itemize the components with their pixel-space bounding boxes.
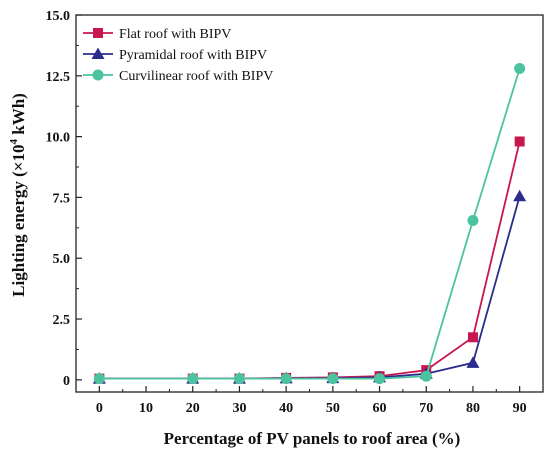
data-point: [513, 189, 527, 202]
series-line: [99, 68, 521, 380]
legend-marker: [92, 69, 104, 81]
data-point: [466, 356, 480, 368]
series-line: [99, 141, 521, 380]
legend-marker: [93, 28, 103, 38]
legend-label: Flat roof with BIPV: [119, 27, 231, 42]
y-tick-label: 10.0: [46, 131, 71, 146]
y-tick-label: 7.5: [53, 191, 71, 206]
y-tick-label: 5.0: [53, 252, 71, 267]
data-point: [467, 332, 478, 343]
y-axis-title-suffix: kWh): [9, 93, 28, 139]
legend-label: Pyramidal roof with BIPV: [119, 48, 267, 63]
x-tick-label: 80: [466, 401, 480, 416]
y-tick-label: 12.5: [46, 70, 71, 85]
data-point: [327, 373, 339, 385]
data-point: [514, 136, 525, 147]
x-tick-label: 30: [232, 401, 246, 416]
legend-label: Curvilinear roof with BIPV: [119, 69, 273, 84]
legend: Flat roof with BIPV Pyramidal roof with B…: [83, 27, 273, 84]
data-point: [467, 215, 479, 227]
series-layer: [92, 63, 527, 385]
x-tick-label: 50: [326, 401, 340, 416]
x-tick-label: 70: [419, 401, 433, 416]
data-point: [374, 373, 386, 385]
x-tick-label: 0: [96, 401, 103, 416]
x-tick-label: 40: [279, 401, 293, 416]
y-tick-label: 2.5: [53, 313, 71, 328]
data-point: [187, 373, 199, 385]
axes-layer: 0 10 20 30 40 50 60 70 80 90 0 2.5 5.0 7.5 10.0 12.5 15.…: [46, 9, 544, 416]
legend-marker: [91, 47, 105, 59]
y-axis-title: Lighting energy (×104 kWh): [8, 93, 28, 297]
series-line: [99, 195, 521, 380]
series-1: [92, 189, 527, 384]
y-tick-label: 15.0: [46, 9, 71, 24]
x-tick-label: 90: [513, 401, 527, 416]
data-point: [93, 373, 105, 385]
x-tick-label: 10: [139, 401, 153, 416]
y-axis-title-prefix: Lighting energy (×10: [9, 145, 28, 297]
data-point: [420, 370, 432, 382]
x-axis-title: Percentage of PV panels to roof area (%): [164, 429, 461, 448]
series-0: [94, 136, 525, 384]
y-axis-title-superscript: 4: [8, 139, 20, 145]
series-2: [93, 63, 526, 385]
data-point: [514, 63, 526, 75]
data-point: [280, 373, 292, 385]
x-tick-label: 60: [373, 401, 387, 416]
y-tick-label: 0: [63, 374, 70, 389]
x-tick-label: 20: [186, 401, 200, 416]
data-point: [233, 373, 245, 385]
